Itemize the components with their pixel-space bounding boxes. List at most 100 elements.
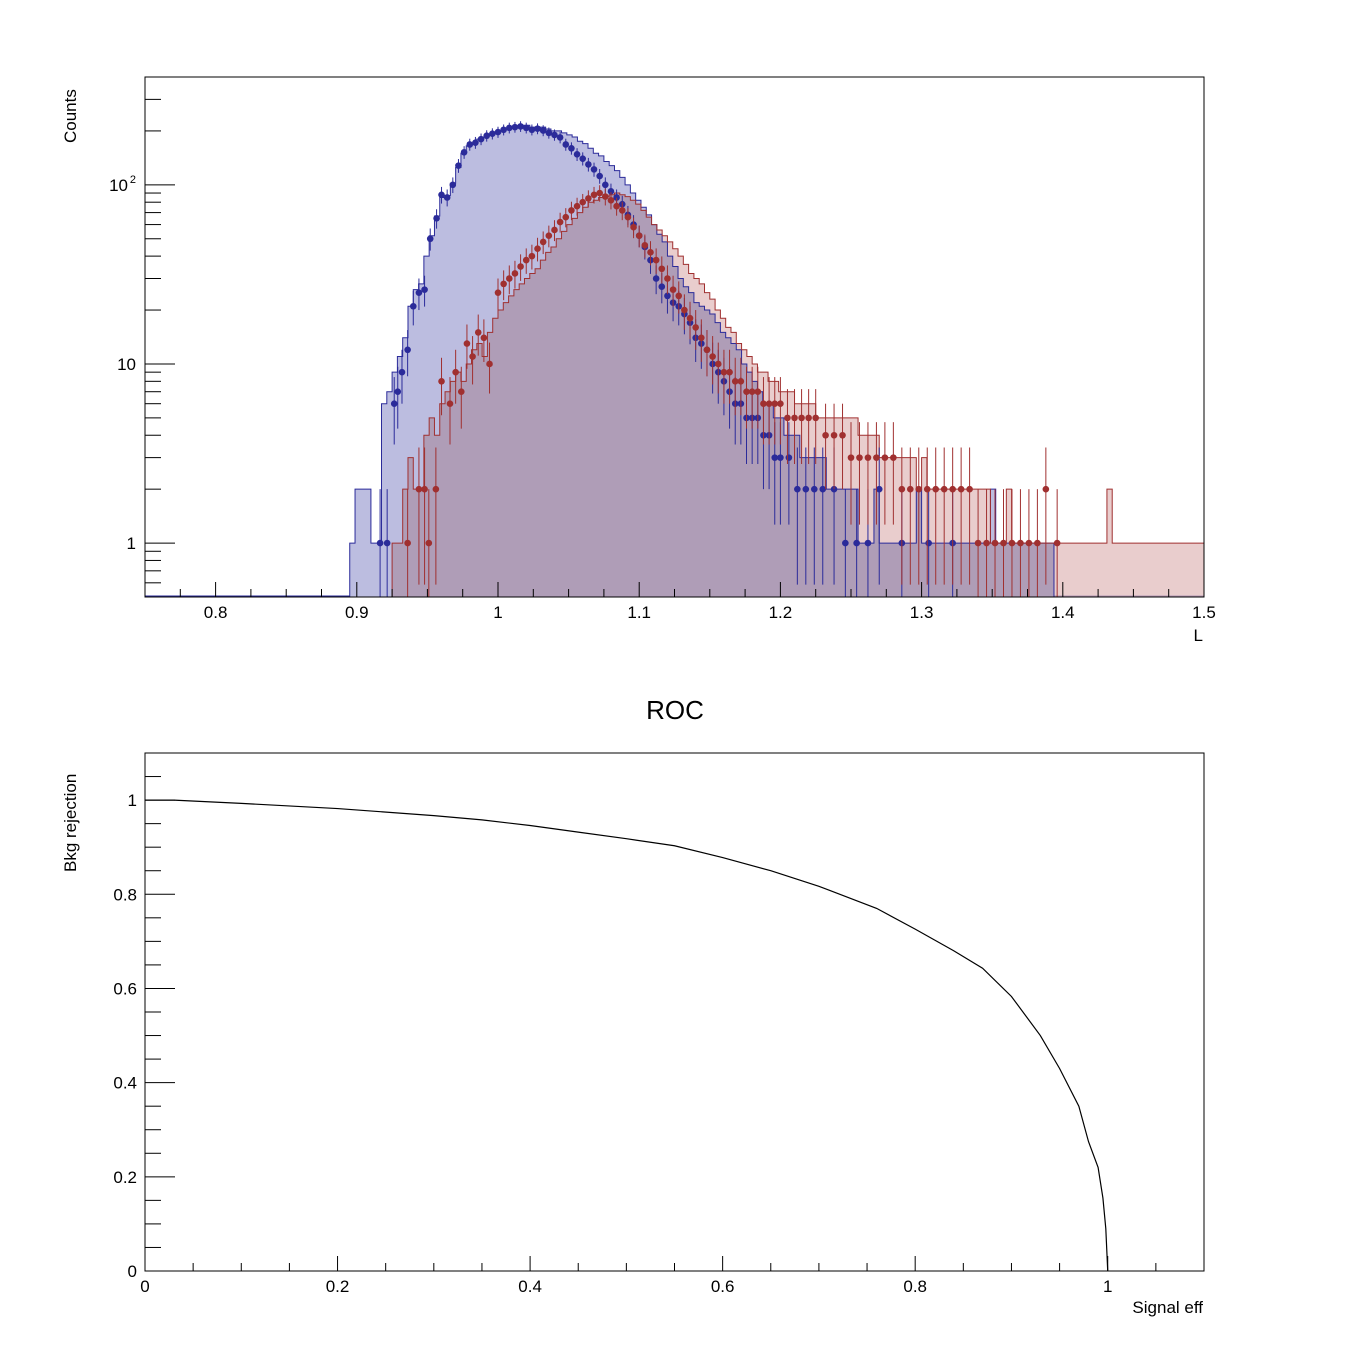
roc-frame: [144, 752, 1205, 1272]
data-point: [573, 151, 581, 158]
data-point: [890, 454, 897, 461]
x-tick-label: 0.9: [345, 603, 369, 622]
roc-title: ROC: [646, 695, 704, 725]
data-point: [923, 485, 931, 493]
data-point: [875, 485, 883, 493]
data-point: [686, 314, 694, 322]
y-tick-label: 0: [128, 1262, 137, 1281]
data-point: [556, 218, 564, 226]
data-point: [864, 454, 872, 461]
data-point: [404, 539, 411, 547]
data-point: [748, 388, 756, 396]
data-point: [469, 353, 476, 360]
data-point: [760, 400, 767, 407]
data-point: [528, 126, 536, 134]
data-point: [765, 400, 773, 407]
data-point: [966, 485, 973, 493]
y-tick-label: 0.6: [113, 979, 137, 998]
data-point: [873, 454, 880, 461]
data-point: [421, 286, 428, 293]
data-point: [425, 539, 433, 547]
data-point: [404, 346, 411, 354]
data-point: [421, 485, 428, 493]
data-point: [664, 292, 671, 300]
data-point: [847, 454, 855, 461]
data-point: [534, 245, 541, 253]
histogram-y-label: Counts: [61, 89, 80, 143]
data-point: [511, 123, 519, 131]
data-point: [842, 539, 849, 547]
data-point: [562, 213, 570, 221]
data-point: [810, 485, 818, 493]
x-tick-label: 1.5: [1192, 603, 1216, 622]
data-point: [376, 539, 384, 547]
data-point: [494, 128, 502, 136]
x-tick-label: 0.4: [518, 1277, 542, 1296]
y-tick-label: 0.4: [113, 1074, 137, 1093]
data-point: [522, 256, 530, 264]
data-point: [545, 129, 553, 137]
data-point: [974, 539, 982, 547]
data-point: [505, 124, 513, 132]
data-point: [1053, 539, 1061, 547]
data-point: [394, 388, 402, 396]
data-point: [771, 400, 779, 407]
data-point: [805, 414, 812, 422]
data-point: [613, 194, 620, 201]
data-point: [590, 166, 598, 173]
x-tick-label: 1.1: [627, 603, 651, 622]
data-point: [1017, 539, 1024, 547]
y-tick-label: 10: [109, 176, 128, 195]
y-tick-label: 0.8: [113, 885, 137, 904]
data-point: [443, 194, 451, 201]
data-point: [398, 368, 406, 376]
data-point: [505, 275, 513, 282]
data-point: [830, 431, 838, 439]
x-tick-label: 0.8: [204, 603, 228, 622]
data-point: [539, 238, 547, 246]
data-point: [681, 306, 688, 314]
x-tick-label: 1: [1103, 1277, 1112, 1296]
data-point: [463, 340, 471, 347]
data-point: [449, 181, 457, 189]
data-point: [415, 485, 423, 493]
y-tick-label: 10: [117, 355, 136, 374]
data-point: [915, 485, 923, 493]
data-point: [630, 223, 637, 231]
data-point: [771, 454, 779, 461]
data-point: [426, 235, 434, 243]
y-tick-label: 1: [128, 791, 137, 810]
data-point: [551, 226, 558, 234]
data-point: [819, 485, 827, 493]
data-point: [472, 139, 479, 146]
data-point: [647, 249, 654, 256]
data-point: [731, 378, 739, 385]
data-point: [743, 388, 750, 396]
data-point: [703, 346, 711, 354]
data-point: [1008, 539, 1016, 547]
data-point: [568, 207, 575, 214]
x-tick-label: 1: [493, 603, 502, 622]
data-point: [568, 144, 575, 152]
data-point: [641, 241, 649, 249]
data-point: [991, 539, 999, 547]
overlap-histogram-fill: [392, 193, 1054, 597]
data-point: [585, 161, 592, 168]
data-point: [777, 400, 784, 407]
data-point: [864, 539, 872, 547]
data-point: [839, 431, 846, 439]
roc-y-label: Bkg rejection: [61, 774, 80, 872]
data-point: [853, 539, 860, 547]
data-point: [624, 213, 632, 221]
data-point: [556, 134, 564, 141]
data-point: [517, 263, 524, 270]
y-tick-label: 0.2: [113, 1168, 137, 1187]
x-tick-label: 1.3: [910, 603, 934, 622]
data-point: [500, 280, 507, 288]
data-point: [1025, 539, 1033, 547]
data-point: [794, 485, 801, 493]
data-point: [579, 198, 587, 206]
data-point: [596, 172, 603, 180]
data-point: [726, 368, 733, 376]
